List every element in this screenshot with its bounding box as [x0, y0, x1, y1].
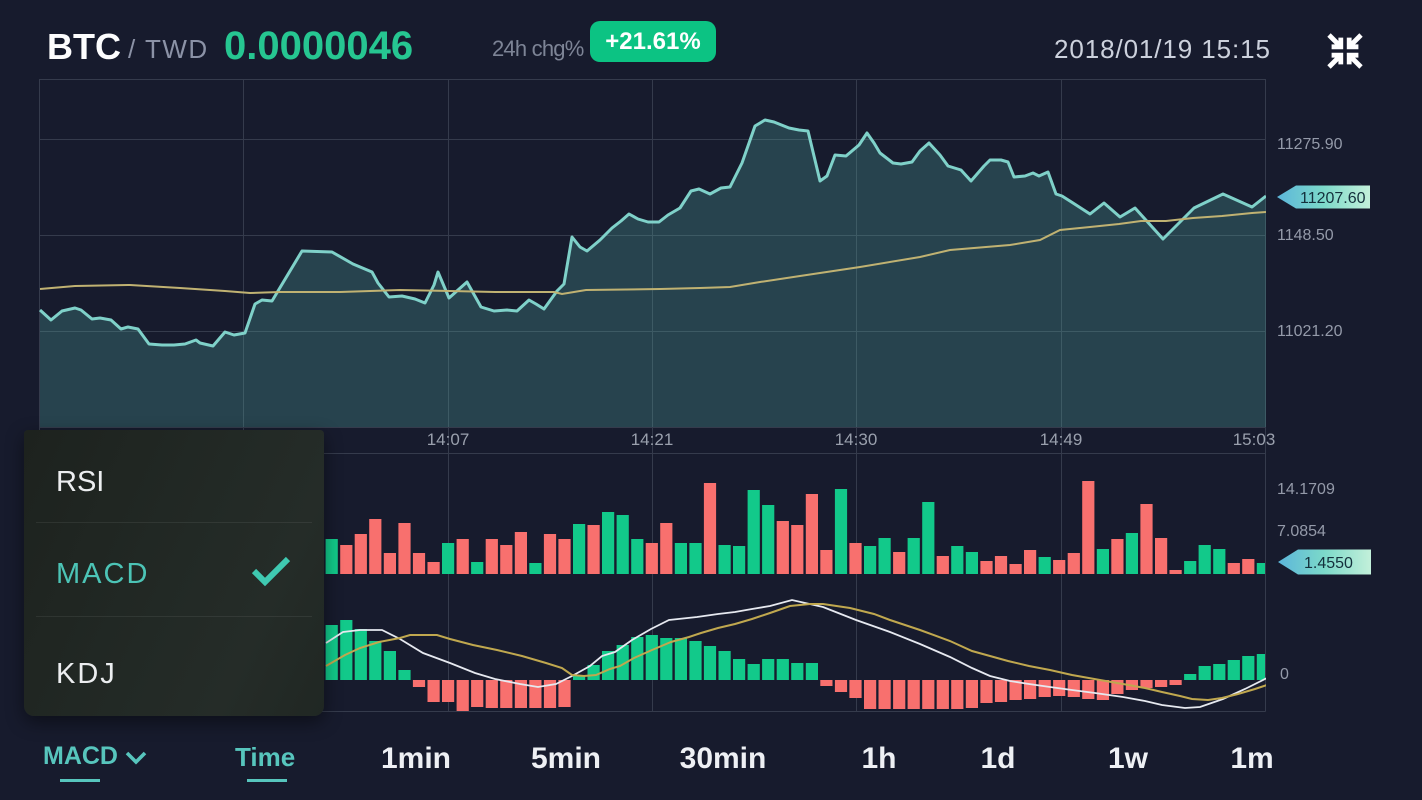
svg-text:1.4550: 1.4550: [1304, 555, 1353, 572]
svg-text:11207.60: 11207.60: [1300, 190, 1366, 207]
